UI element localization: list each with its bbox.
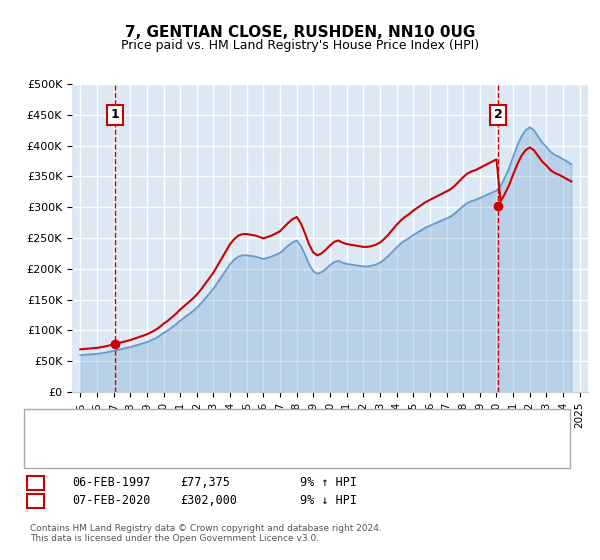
- Text: 06-FEB-1997: 06-FEB-1997: [72, 477, 151, 489]
- Text: Price paid vs. HM Land Registry's House Price Index (HPI): Price paid vs. HM Land Registry's House …: [121, 39, 479, 52]
- Text: ——: ——: [46, 413, 74, 427]
- Text: 7, GENTIAN CLOSE, RUSHDEN, NN10 0UG (detached house): 7, GENTIAN CLOSE, RUSHDEN, NN10 0UG (det…: [84, 415, 417, 425]
- Text: 1: 1: [111, 108, 119, 122]
- Text: 7, GENTIAN CLOSE, RUSHDEN, NN10 0UG: 7, GENTIAN CLOSE, RUSHDEN, NN10 0UG: [125, 25, 475, 40]
- Text: 9% ↑ HPI: 9% ↑ HPI: [300, 477, 357, 489]
- Text: HPI: Average price, detached house, North Northamptonshire: HPI: Average price, detached house, Nort…: [84, 429, 427, 439]
- Text: £302,000: £302,000: [180, 494, 237, 507]
- Text: 2: 2: [31, 494, 40, 507]
- Text: Contains HM Land Registry data © Crown copyright and database right 2024.
This d: Contains HM Land Registry data © Crown c…: [30, 524, 382, 543]
- Text: 9% ↓ HPI: 9% ↓ HPI: [300, 494, 357, 507]
- Text: 2: 2: [494, 108, 502, 122]
- Text: 1: 1: [31, 477, 40, 489]
- Text: ——: ——: [46, 427, 74, 441]
- Text: 07-FEB-2020: 07-FEB-2020: [72, 494, 151, 507]
- Text: £77,375: £77,375: [180, 477, 230, 489]
